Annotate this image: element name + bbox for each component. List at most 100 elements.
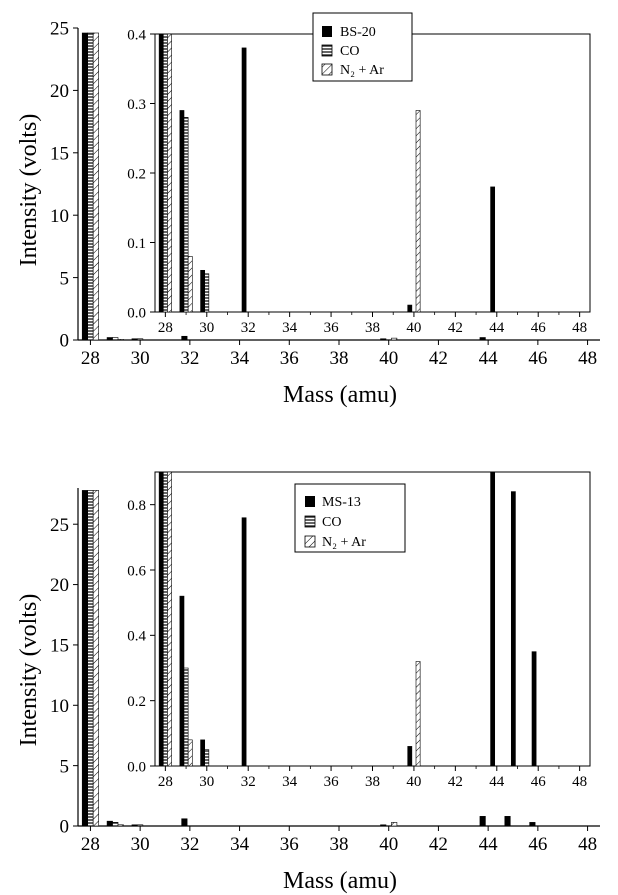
bar-ms-13-m30: [131, 824, 138, 827]
x-tick-label: 40: [406, 774, 421, 790]
x-tick-label: 36: [280, 834, 299, 855]
bar-bs-20-m28: [158, 33, 164, 313]
bar-n2-ar-m28: [167, 33, 172, 313]
x-tick-label: 38: [330, 834, 349, 855]
bar-bs-20-m40: [407, 304, 413, 313]
bar-ms-13-m46: [529, 822, 536, 827]
y-tick-label: 0.2: [127, 694, 146, 710]
x-tick-label: 48: [572, 774, 587, 790]
legend-swatch-solid: [322, 26, 332, 37]
y-tick-label: 0: [60, 817, 70, 838]
chart-bottom: Intensity (volts) Mass (amu) 28 30 32 34 36 3…: [16, 471, 600, 894]
y-tick-label: 25: [50, 19, 69, 40]
x-tick-label: 40: [406, 320, 421, 336]
y-tick-label: 20: [50, 575, 69, 596]
x-tick-label: 44: [489, 320, 505, 336]
bar-n2-ar-m28: [92, 32, 99, 341]
bar-bs-20-m30: [200, 269, 206, 313]
legend-entry-2: CO: [322, 515, 341, 530]
bar-n2-ar-m29: [117, 824, 124, 827]
y-tick-label: 0.3: [127, 97, 146, 113]
bar-n2-ar-m29: [187, 739, 193, 767]
y-tick-label: 0.4: [127, 27, 146, 43]
x-tick-label: 42: [448, 774, 463, 790]
x-tick-label: 28: [158, 774, 173, 790]
bar-ms-13-m32: [181, 818, 188, 827]
bar-bs-20-m29: [179, 110, 185, 313]
bar-co-m29: [112, 337, 119, 341]
bar-n2-ar-m29: [117, 339, 124, 341]
x-tick-label: 48: [578, 834, 597, 855]
bar-n2-ar-m28: [167, 471, 172, 767]
x-tick-label: 36: [324, 774, 340, 790]
x-tick-label: 46: [528, 348, 547, 369]
bar-ms-13-m40: [407, 746, 413, 767]
x-tick-label: 28: [81, 348, 100, 369]
x-tick-label: 36: [324, 320, 340, 336]
y-tick-label: 5: [60, 756, 70, 777]
bar-ms-13-m32: [241, 517, 247, 767]
x-tick-label: 30: [199, 774, 214, 790]
bar-n2-ar-m29: [187, 256, 193, 313]
x-tick-label: 44: [479, 348, 499, 369]
bar-bs-20-m40: [380, 338, 387, 341]
bar-bs-20-m44: [479, 337, 486, 341]
bar-ms-13-m46: [531, 651, 537, 767]
x-tick-label: 40: [379, 348, 398, 369]
y-tick-label: 15: [50, 636, 69, 657]
x-tick-label: 42: [429, 348, 448, 369]
x-tick-label: 32: [180, 348, 199, 369]
x-tick-label: 38: [330, 348, 349, 369]
x-tick-label: 34: [230, 834, 250, 855]
y-tick-label: 10: [50, 206, 69, 227]
x-tick-label: 34: [282, 320, 298, 336]
bar-co-m29: [183, 117, 189, 313]
bar-ms-13-m30: [200, 739, 206, 767]
x-tick-label: 46: [531, 774, 547, 790]
bar-n2-ar-m40: [415, 661, 421, 767]
x-tick-label: 40: [379, 834, 398, 855]
bar-bs-20-m32: [241, 47, 247, 313]
legend-swatch-solid: [305, 496, 315, 507]
bar-co-m30: [137, 824, 144, 827]
chart-bottom-ylabel: Intensity (volts): [16, 594, 42, 747]
legend-entry-3: N₂ + Ar: [322, 535, 366, 550]
bar-bs-20-m29: [106, 337, 113, 341]
chart-top-legend: BS-20 CO N₂ + Ar: [312, 12, 413, 82]
bar-ms-13-m40: [380, 824, 387, 827]
bar-bs-20-m32: [181, 335, 188, 341]
x-tick-label: 42: [429, 834, 448, 855]
legend-entry-2: CO: [340, 44, 359, 59]
legend-swatch-hatch: [321, 63, 333, 76]
x-tick-label: 48: [572, 320, 587, 336]
x-tick-label: 46: [528, 834, 547, 855]
bar-ms-13-m45: [510, 491, 516, 767]
x-tick-label: 30: [131, 834, 150, 855]
bar-ms-13-m28: [158, 471, 164, 767]
legend-swatch-hatch: [304, 535, 316, 548]
bar-bs-20-m30: [131, 338, 138, 341]
bar-ms-13-m29: [179, 595, 185, 767]
bar-n2-ar-m40: [391, 822, 398, 827]
x-tick-label: 48: [578, 348, 597, 369]
x-tick-label: 38: [365, 320, 380, 336]
y-tick-label: 5: [60, 268, 70, 289]
chart-top-ylabel: Intensity (volts): [16, 114, 42, 267]
bar-n2-ar-m28: [92, 490, 99, 827]
x-tick-label: 32: [180, 834, 199, 855]
y-tick-label: 25: [50, 515, 69, 536]
chart-bottom-plot: 28 30 32 34 36 38 40 42 44 46 48 0 5 10 15 20 25: [50, 488, 600, 855]
x-tick-label: 34: [282, 774, 298, 790]
y-tick-label: 0.0: [127, 759, 146, 775]
x-tick-label: 30: [131, 348, 150, 369]
y-tick-label: 0: [60, 331, 70, 352]
bar-co-m30: [204, 749, 210, 767]
x-tick-label: 34: [230, 348, 250, 369]
chart-top: Intensity (volts) Mass (amu) 28 30 32 34 36 3…: [16, 12, 600, 408]
bar-co-m28: [87, 32, 94, 341]
legend-entry-3: N₂ + Ar: [340, 63, 384, 78]
x-tick-label: 44: [489, 774, 505, 790]
chart-bottom-legend: MS-13 CO N₂ + Ar: [294, 483, 406, 553]
bar-bs-20-m28: [81, 32, 88, 341]
